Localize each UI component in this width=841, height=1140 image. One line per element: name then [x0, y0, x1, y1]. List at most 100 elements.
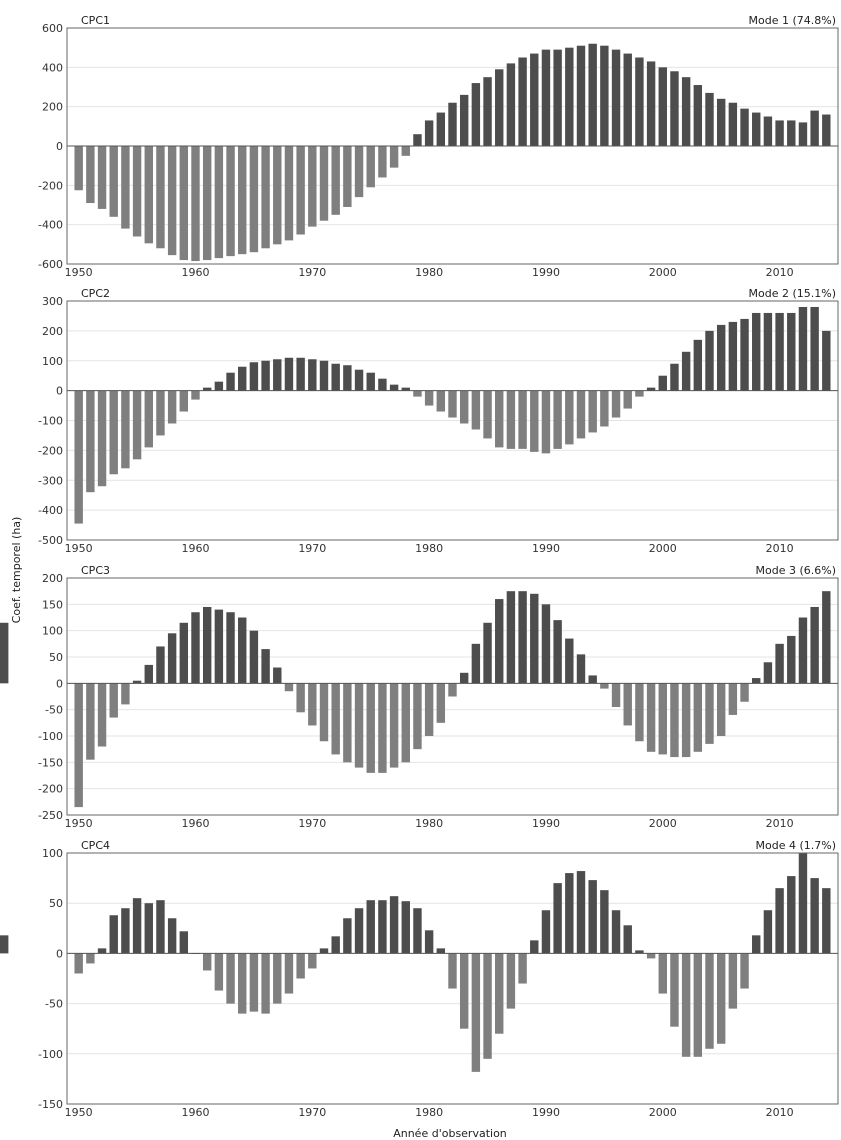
bar-1985: [483, 390, 492, 439]
bar-1958: [167, 146, 177, 256]
bar-2006: [728, 953, 738, 1009]
y-axis-label: Coef. temporel (ha): [10, 517, 23, 624]
bar-1963: [226, 372, 235, 391]
y-tick-label: 200: [42, 325, 63, 338]
bar-1957: [156, 390, 165, 436]
bar-2013: [810, 306, 819, 391]
bar-1980: [424, 390, 434, 406]
bar-2013: [810, 878, 819, 954]
bar-1953: [109, 915, 118, 954]
y-tick-label: -300: [38, 474, 63, 487]
bar-1967: [273, 953, 282, 1004]
bar-1961: [202, 146, 212, 261]
bar-1991: [553, 883, 562, 954]
bar-1956: [144, 146, 153, 244]
panel-title: CPC2: [81, 287, 110, 300]
y-tick-label: 200: [42, 101, 63, 114]
y-tick-label: 0: [56, 385, 63, 398]
bar-2004: [705, 92, 714, 146]
bar-2009: [763, 662, 773, 684]
bar-1961: [202, 387, 212, 391]
x-tick-label: 1980: [415, 817, 443, 830]
bar-1965: [249, 362, 259, 391]
bar-2005: [716, 324, 726, 391]
y-tick-label: 200: [42, 572, 63, 585]
bar-2003: [693, 683, 703, 752]
bar-undefined: [0, 622, 9, 684]
bar-1979: [413, 683, 422, 750]
bar-1998: [635, 950, 644, 954]
bar-1987: [506, 390, 516, 449]
bar-1999: [646, 953, 656, 959]
bar-1982: [448, 953, 457, 989]
bar-1984: [471, 643, 481, 684]
bar-1995: [600, 890, 609, 954]
bar-2007: [740, 953, 749, 989]
bar-2005: [716, 953, 726, 1044]
bar-2006: [728, 321, 738, 391]
bar-1983: [459, 672, 469, 684]
x-tick-label: 1990: [532, 817, 560, 830]
bar-1952: [97, 948, 107, 954]
panel-mode-label: Mode 2 (15.1%): [749, 287, 837, 300]
bar-2007: [740, 318, 749, 391]
bar-1962: [214, 953, 224, 991]
x-tick-label: 2010: [766, 817, 794, 830]
x-tick-label: 2000: [649, 542, 677, 555]
bar-2003: [693, 339, 703, 391]
bar-1985: [483, 622, 492, 684]
bar-2008: [752, 935, 761, 954]
bar-1958: [167, 390, 177, 424]
bar-2008: [752, 112, 761, 146]
bar-2001: [670, 71, 679, 146]
bar-1982: [448, 683, 457, 697]
x-tick-label: 2000: [649, 817, 677, 830]
bar-2011: [787, 876, 796, 954]
bar-1952: [97, 390, 107, 487]
bar-2001: [670, 683, 679, 758]
bar-1990: [541, 910, 551, 954]
x-tick-label: 1960: [182, 542, 210, 555]
bar-1982: [448, 102, 457, 146]
bar-1981: [436, 948, 446, 954]
bar-1964: [238, 146, 247, 255]
x-tick-label: 1970: [298, 266, 326, 279]
bar-1988: [518, 57, 527, 146]
x-tick-label: 1950: [65, 542, 93, 555]
bar-1953: [109, 146, 118, 217]
y-tick-label: -100: [38, 730, 63, 743]
bar-2002: [681, 77, 691, 146]
panel-mode-label: Mode 1 (74.8%): [749, 14, 837, 27]
bar-2011: [787, 120, 796, 146]
bar-1986: [495, 599, 504, 684]
bar-1983: [459, 94, 469, 146]
bar-1997: [623, 53, 632, 146]
bar-1979: [413, 390, 422, 397]
bar-1994: [588, 43, 597, 147]
bar-1971: [319, 948, 329, 954]
bar-2013: [810, 606, 819, 684]
bar-1955: [132, 390, 142, 460]
y-tick-label: -250: [38, 809, 63, 822]
bar-1978: [401, 387, 410, 391]
bar-2000: [658, 683, 667, 755]
bar-1974: [354, 146, 364, 198]
bar-1960: [191, 390, 200, 400]
bar-1985: [483, 77, 492, 146]
bar-1994: [588, 880, 597, 954]
bar-1998: [635, 390, 644, 397]
bar-undefined: [0, 935, 9, 954]
bar-1965: [249, 146, 259, 253]
bar-1974: [354, 369, 364, 391]
y-tick-label: -50: [45, 704, 63, 717]
plot-frame: [66, 300, 839, 541]
bar-1978: [401, 146, 410, 156]
x-tick-label: 1980: [415, 1106, 443, 1119]
bar-1991: [553, 390, 562, 449]
bar-1989: [530, 940, 539, 954]
bar-1979: [413, 908, 422, 954]
bar-1968: [284, 146, 294, 241]
y-tick-label: 50: [49, 651, 63, 664]
bar-1965: [249, 630, 259, 684]
